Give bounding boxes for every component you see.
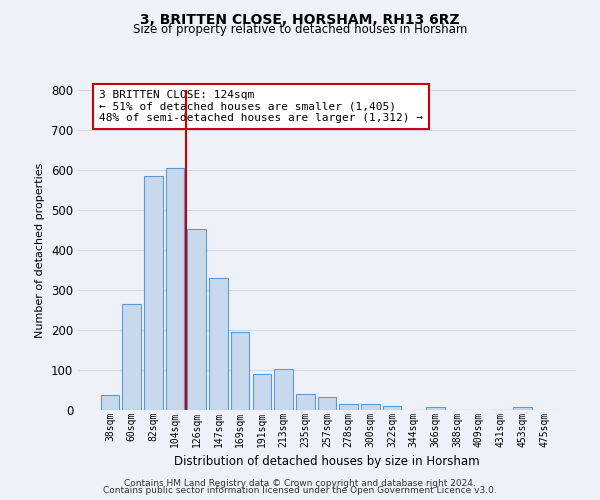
Y-axis label: Number of detached properties: Number of detached properties [35,162,46,338]
Bar [253,374,271,410]
Bar [122,304,141,410]
Bar [209,278,227,410]
Text: 3, BRITTEN CLOSE, HORSHAM, RH13 6RZ: 3, BRITTEN CLOSE, HORSHAM, RH13 6RZ [140,12,460,26]
Bar [231,332,250,410]
Bar [427,407,445,410]
Bar [340,404,358,410]
Text: Contains HM Land Registry data © Crown copyright and database right 2024.: Contains HM Land Registry data © Crown c… [124,478,476,488]
Bar [274,369,293,410]
Bar [101,395,119,410]
Bar [361,404,380,410]
Text: Contains public sector information licensed under the Open Government Licence v3: Contains public sector information licen… [103,486,497,495]
Bar [513,407,532,410]
Bar [166,168,184,410]
Text: Size of property relative to detached houses in Horsham: Size of property relative to detached ho… [133,22,467,36]
Bar [318,397,336,410]
X-axis label: Distribution of detached houses by size in Horsham: Distribution of detached houses by size … [174,455,480,468]
Bar [144,176,163,410]
Bar [187,229,206,410]
Text: 3 BRITTEN CLOSE: 124sqm
← 51% of detached houses are smaller (1,405)
48% of semi: 3 BRITTEN CLOSE: 124sqm ← 51% of detache… [99,90,423,123]
Bar [383,406,401,410]
Bar [296,394,314,410]
